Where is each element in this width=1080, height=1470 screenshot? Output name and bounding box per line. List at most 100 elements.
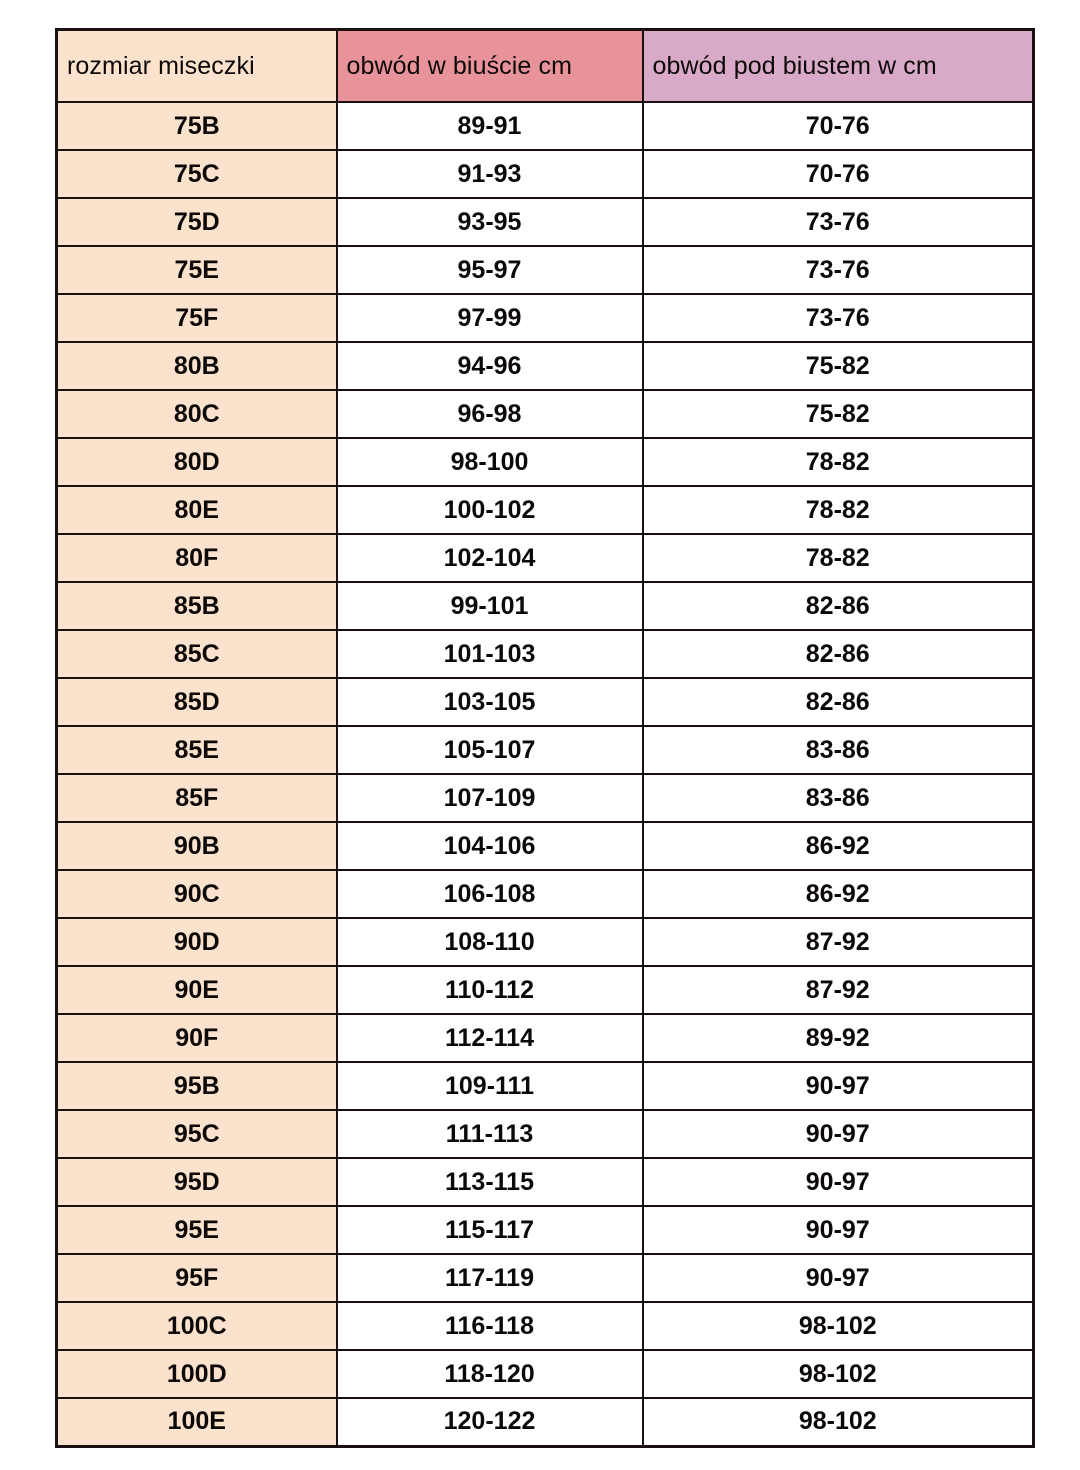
cell-bust-circumference: 115-117 <box>335 1205 644 1255</box>
cell-cup-size: 95B <box>55 1061 338 1111</box>
cell-bust-circumference: 95-97 <box>335 245 644 295</box>
table-row: 80E 100-102 78-82 <box>55 485 1035 535</box>
cell-underbust-circumference: 83-86 <box>641 725 1035 775</box>
cell-bust-circumference: 112-114 <box>335 1013 644 1063</box>
cell-bust-circumference: 106-108 <box>335 869 644 919</box>
cell-bust-circumference: 105-107 <box>335 725 644 775</box>
table-row: 95C 111-113 90-97 <box>55 1109 1035 1159</box>
size-table: rozmiar miseczki obwód w biuście cm obwó… <box>55 28 1035 1448</box>
cell-underbust-circumference: 98-102 <box>641 1301 1035 1351</box>
cell-bust-circumference: 107-109 <box>335 773 644 823</box>
table-row: 80B 94-96 75-82 <box>55 341 1035 391</box>
cell-cup-size: 90B <box>55 821 338 871</box>
cell-cup-size: 85B <box>55 581 338 631</box>
cell-cup-size: 90D <box>55 917 338 967</box>
table-row: 75F 97-99 73-76 <box>55 293 1035 343</box>
cell-underbust-circumference: 73-76 <box>641 245 1035 295</box>
table-row: 90E 110-112 87-92 <box>55 965 1035 1015</box>
cell-cup-size: 85C <box>55 629 338 679</box>
cell-underbust-circumference: 90-97 <box>641 1253 1035 1303</box>
table-row: 90F 112-114 89-92 <box>55 1013 1035 1063</box>
table-row: 75E 95-97 73-76 <box>55 245 1035 295</box>
cell-bust-circumference: 98-100 <box>335 437 644 487</box>
cell-underbust-circumference: 70-76 <box>641 101 1035 151</box>
cell-bust-circumference: 91-93 <box>335 149 644 199</box>
table-row: 75C 91-93 70-76 <box>55 149 1035 199</box>
cell-underbust-circumference: 86-92 <box>641 869 1035 919</box>
cell-underbust-circumference: 70-76 <box>641 149 1035 199</box>
cell-bust-circumference: 120-122 <box>335 1397 644 1447</box>
table-row: 80D 98-100 78-82 <box>55 437 1035 487</box>
cell-underbust-circumference: 89-92 <box>641 1013 1035 1063</box>
cell-cup-size: 85D <box>55 677 338 727</box>
cell-underbust-circumference: 83-86 <box>641 773 1035 823</box>
column-header-bust-circumference: obwód w biuście cm <box>335 28 644 103</box>
table-row: 100C 116-118 98-102 <box>55 1301 1035 1351</box>
cell-cup-size: 100D <box>55 1349 338 1399</box>
cell-bust-circumference: 100-102 <box>335 485 644 535</box>
cell-cup-size: 95F <box>55 1253 338 1303</box>
cell-bust-circumference: 103-105 <box>335 677 644 727</box>
table-row: 95E 115-117 90-97 <box>55 1205 1035 1255</box>
table-row: 85E 105-107 83-86 <box>55 725 1035 775</box>
cell-bust-circumference: 110-112 <box>335 965 644 1015</box>
cell-cup-size: 100E <box>55 1397 338 1447</box>
table-row: 75B 89-91 70-76 <box>55 101 1035 151</box>
cell-bust-circumference: 102-104 <box>335 533 644 583</box>
table-row: 75D 93-95 73-76 <box>55 197 1035 247</box>
cell-bust-circumference: 89-91 <box>335 101 644 151</box>
column-header-cup-size: rozmiar miseczki <box>55 28 338 103</box>
table-row: 85B 99-101 82-86 <box>55 581 1035 631</box>
cell-bust-circumference: 93-95 <box>335 197 644 247</box>
cell-bust-circumference: 109-111 <box>335 1061 644 1111</box>
cell-cup-size: 75B <box>55 101 338 151</box>
cell-bust-circumference: 111-113 <box>335 1109 644 1159</box>
cell-cup-size: 80F <box>55 533 338 583</box>
table-row: 100E 120-122 98-102 <box>55 1397 1035 1447</box>
cell-underbust-circumference: 78-82 <box>641 437 1035 487</box>
cell-cup-size: 95C <box>55 1109 338 1159</box>
cell-bust-circumference: 113-115 <box>335 1157 644 1207</box>
cell-underbust-circumference: 86-92 <box>641 821 1035 871</box>
table-row: 95D 113-115 90-97 <box>55 1157 1035 1207</box>
table-row: 85C 101-103 82-86 <box>55 629 1035 679</box>
cell-cup-size: 85F <box>55 773 338 823</box>
cell-cup-size: 90E <box>55 965 338 1015</box>
cell-underbust-circumference: 98-102 <box>641 1349 1035 1399</box>
table-row: 95B 109-111 90-97 <box>55 1061 1035 1111</box>
cell-underbust-circumference: 87-92 <box>641 965 1035 1015</box>
cell-underbust-circumference: 87-92 <box>641 917 1035 967</box>
cell-cup-size: 75C <box>55 149 338 199</box>
cell-underbust-circumference: 73-76 <box>641 293 1035 343</box>
cell-cup-size: 85E <box>55 725 338 775</box>
table-head: rozmiar miseczki obwód w biuście cm obwó… <box>55 28 1035 103</box>
table-row: 85F 107-109 83-86 <box>55 773 1035 823</box>
cell-bust-circumference: 94-96 <box>335 341 644 391</box>
cell-bust-circumference: 101-103 <box>335 629 644 679</box>
cell-bust-circumference: 96-98 <box>335 389 644 439</box>
cell-underbust-circumference: 90-97 <box>641 1205 1035 1255</box>
cell-bust-circumference: 108-110 <box>335 917 644 967</box>
cell-cup-size: 75E <box>55 245 338 295</box>
table-row: 100D 118-120 98-102 <box>55 1349 1035 1399</box>
cell-underbust-circumference: 73-76 <box>641 197 1035 247</box>
cell-cup-size: 95D <box>55 1157 338 1207</box>
cell-cup-size: 80B <box>55 341 338 391</box>
table-row: 85D 103-105 82-86 <box>55 677 1035 727</box>
cell-cup-size: 75F <box>55 293 338 343</box>
cell-underbust-circumference: 75-82 <box>641 341 1035 391</box>
table-row: 90C 106-108 86-92 <box>55 869 1035 919</box>
cell-underbust-circumference: 82-86 <box>641 581 1035 631</box>
cell-cup-size: 90F <box>55 1013 338 1063</box>
cell-bust-circumference: 99-101 <box>335 581 644 631</box>
cell-cup-size: 80D <box>55 437 338 487</box>
cell-underbust-circumference: 90-97 <box>641 1061 1035 1111</box>
cell-bust-circumference: 118-120 <box>335 1349 644 1399</box>
cell-underbust-circumference: 98-102 <box>641 1397 1035 1447</box>
cell-cup-size: 90C <box>55 869 338 919</box>
cell-underbust-circumference: 82-86 <box>641 677 1035 727</box>
cell-cup-size: 80E <box>55 485 338 535</box>
cell-bust-circumference: 97-99 <box>335 293 644 343</box>
cell-underbust-circumference: 82-86 <box>641 629 1035 679</box>
table-body: 75B 89-91 70-76 75C 91-93 70-76 75D 93-95 73-76 7… <box>55 101 1035 1447</box>
